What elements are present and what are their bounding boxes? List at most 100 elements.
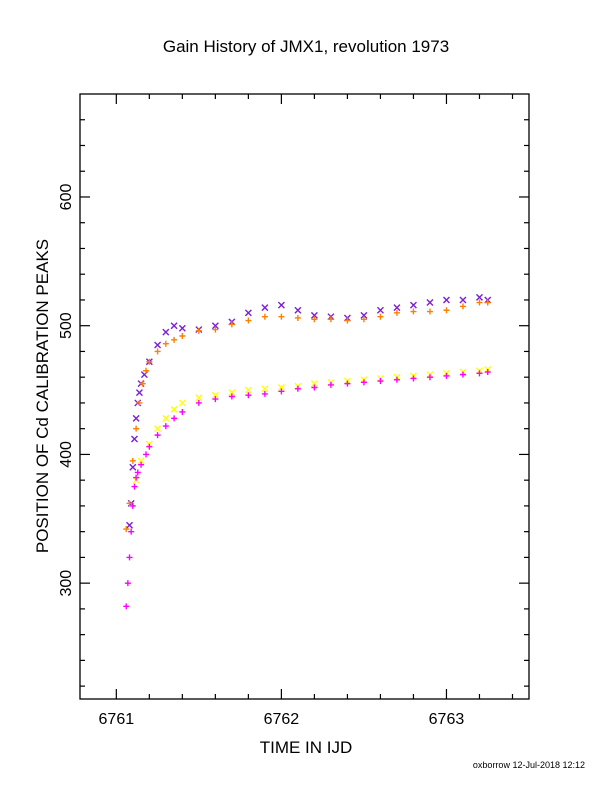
data-point	[261, 313, 268, 320]
data-point	[131, 483, 138, 490]
data-point	[277, 301, 285, 309]
x-tick-label: 6763	[429, 711, 465, 728]
y-axis-label: POSITION OF Cd CALIBRATION PEAKS	[33, 239, 52, 553]
data-point	[393, 304, 401, 312]
data-point	[211, 322, 219, 330]
y-tick-label: 600	[58, 184, 75, 211]
data-point	[459, 296, 467, 304]
data-point	[484, 369, 491, 376]
data-point	[410, 308, 417, 315]
data-point	[178, 399, 186, 407]
data-point	[126, 500, 133, 507]
data-point	[426, 308, 433, 315]
data-point	[344, 317, 351, 324]
data-point	[139, 380, 146, 387]
data-point	[170, 405, 178, 413]
data-point	[137, 457, 145, 465]
series-3	[123, 299, 491, 533]
data-point	[410, 375, 417, 382]
data-point	[171, 336, 178, 343]
data-point	[162, 328, 170, 336]
data-point	[278, 313, 285, 320]
data-point	[154, 432, 161, 439]
data-point	[154, 425, 162, 433]
x-tick-label: 6762	[264, 711, 300, 728]
axis-tick-labels: 6761 6762 6763 300 400 500 600	[58, 184, 464, 728]
data-point	[126, 521, 134, 529]
data-point	[130, 435, 138, 443]
data-point	[443, 372, 450, 379]
data-point	[124, 580, 131, 587]
data-point	[476, 370, 483, 377]
data-point	[476, 299, 483, 306]
data-point	[154, 341, 162, 349]
data-point	[294, 385, 301, 392]
data-point	[171, 415, 178, 422]
data-point	[459, 371, 466, 378]
data-point	[376, 306, 384, 314]
data-point	[360, 316, 367, 323]
data-point	[377, 313, 384, 320]
data-point	[327, 316, 334, 323]
data-point	[211, 391, 219, 399]
data-point	[123, 526, 130, 533]
data-point	[228, 389, 236, 397]
y-tick-label: 500	[58, 312, 75, 339]
data-point	[135, 389, 143, 397]
data-point	[344, 380, 351, 387]
y-tick-label: 300	[58, 570, 75, 597]
data-point	[170, 322, 178, 330]
data-points	[123, 293, 492, 610]
data-point	[294, 306, 302, 314]
data-point	[136, 399, 143, 406]
data-point	[261, 390, 268, 397]
data-point	[212, 326, 219, 333]
data-point	[162, 423, 169, 430]
data-point	[261, 385, 269, 393]
data-point	[133, 425, 140, 432]
data-point	[126, 554, 133, 561]
data-point	[195, 327, 202, 334]
data-point	[442, 296, 450, 304]
data-point	[179, 408, 186, 415]
data-point	[261, 304, 269, 312]
data-point	[212, 396, 219, 403]
data-point	[138, 461, 145, 468]
data-point	[133, 474, 140, 481]
data-point	[393, 309, 400, 316]
data-point	[129, 457, 136, 464]
x-tick-label: 6761	[99, 711, 135, 728]
data-point	[426, 374, 433, 381]
data-point	[277, 383, 285, 391]
data-point	[360, 311, 368, 319]
data-point	[245, 392, 252, 399]
data-point	[244, 386, 252, 394]
data-point	[228, 321, 235, 328]
data-point	[377, 378, 384, 385]
data-point	[154, 348, 161, 355]
data-point	[129, 463, 137, 471]
y-tick-label: 400	[58, 441, 75, 468]
data-point	[310, 380, 318, 388]
data-point	[195, 399, 202, 406]
data-point	[459, 303, 466, 310]
data-point	[311, 316, 318, 323]
data-point	[426, 299, 434, 307]
data-point	[129, 502, 136, 509]
data-point	[179, 333, 186, 339]
data-point	[245, 317, 252, 324]
data-point	[310, 311, 318, 319]
series-4	[123, 369, 491, 610]
data-point	[134, 469, 141, 476]
data-point	[143, 451, 150, 458]
chart-title: Gain History of JMX1, revolution 1973	[163, 37, 449, 56]
x-axis-label: TIME IN IJD	[260, 738, 353, 757]
data-point	[244, 309, 252, 317]
footer-credit: oxborrow 12-Jul-2018 12:12	[473, 760, 585, 770]
data-point	[128, 528, 135, 535]
data-point	[123, 603, 130, 610]
data-point	[162, 414, 170, 422]
data-point	[195, 394, 203, 402]
data-point	[143, 367, 150, 374]
